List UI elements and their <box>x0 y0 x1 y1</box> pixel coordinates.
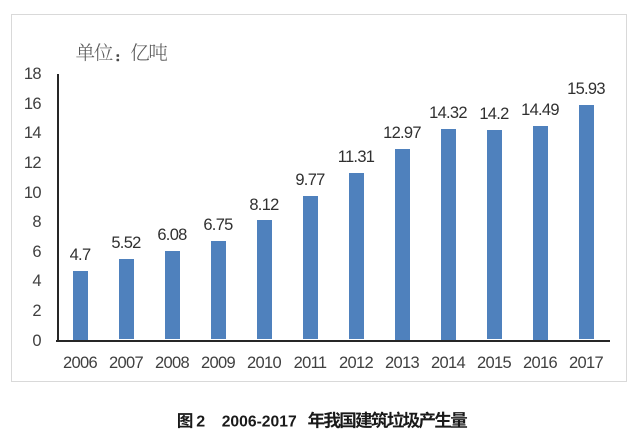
svg-text:2: 2 <box>196 414 205 431</box>
svg-text:2006-2017: 2006-2017 <box>222 414 297 431</box>
